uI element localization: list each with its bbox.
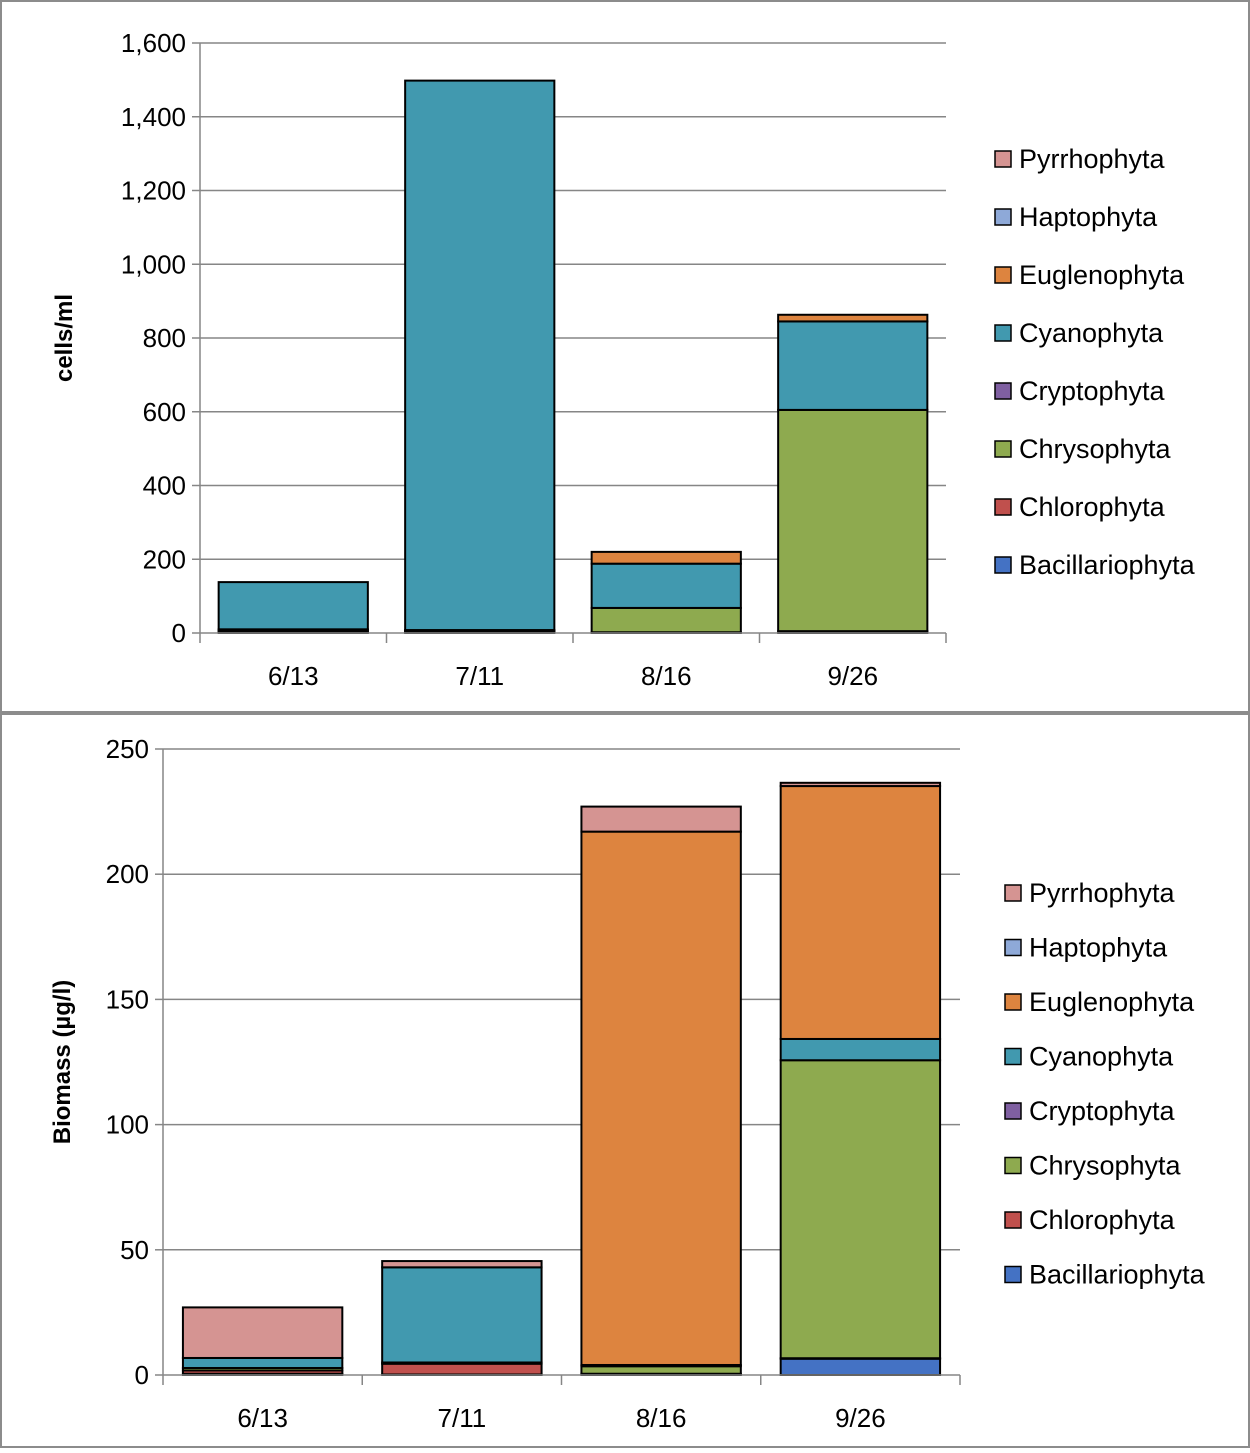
- bar-segment-cyanophyta-9-26: [777, 320, 929, 411]
- x-category-label: 9/26: [827, 661, 878, 691]
- bar-segment-cyanophyta-6-13: [181, 1356, 344, 1369]
- x-category-label: 6/13: [237, 1403, 288, 1433]
- bar-segment-pyrrhophyta-6-13: [181, 1306, 344, 1359]
- x-category-label: 7/11: [455, 661, 504, 691]
- legend-swatch: [994, 324, 1012, 342]
- y-tick-label: 0: [135, 1360, 149, 1390]
- y-axis-title: Biomass (µg/l): [49, 980, 76, 1145]
- bar-segment-euglenophyta-8-16: [590, 550, 742, 565]
- legend-swatch: [994, 382, 1012, 400]
- legend-swatch: [1004, 884, 1022, 902]
- legend-swatch: [1004, 1156, 1022, 1175]
- legend-swatch: [994, 556, 1012, 574]
- x-category-label: 9/26: [835, 1403, 886, 1433]
- legend-label: Haptophyta: [1019, 202, 1158, 232]
- legend-label: Euglenophyta: [1019, 260, 1185, 290]
- legend-label: Cyanophyta: [1019, 318, 1164, 348]
- legend-label: Euglenophyta: [1029, 987, 1195, 1017]
- y-tick-label: 1,400: [121, 102, 186, 132]
- bar-segment-chrysophyta-9-26: [779, 1059, 942, 1360]
- y-tick-label: 400: [143, 471, 186, 501]
- legend-label: Chrysophyta: [1029, 1151, 1182, 1181]
- y-axis-title: cells/ml: [51, 294, 78, 382]
- y-tick-label: 150: [106, 984, 149, 1014]
- bar-segment-cyanophyta-7-11: [381, 1266, 543, 1364]
- legend-label: Chlorophyta: [1019, 492, 1166, 522]
- legend-label: Pyrrhophyta: [1019, 144, 1166, 174]
- legend-swatch: [1004, 1211, 1022, 1229]
- legend-label: Bacillariophyta: [1029, 1260, 1206, 1290]
- legend-swatch: [994, 208, 1012, 226]
- legend-swatch: [994, 440, 1012, 458]
- bar-segment-chrysophyta-9-26: [777, 408, 929, 633]
- bar-segment-pyrrhophyta-8-16: [580, 805, 742, 833]
- legend-label: Chrysophyta: [1019, 434, 1172, 464]
- legend-swatch: [1004, 993, 1022, 1011]
- bar-segment-cyanophyta-9-26: [779, 1037, 942, 1062]
- x-category-label: 8/16: [641, 661, 692, 691]
- y-tick-label: 50: [120, 1235, 149, 1265]
- legend-swatch: [1004, 938, 1022, 957]
- x-category-label: 8/16: [636, 1403, 687, 1433]
- legend-label: Haptophyta: [1029, 933, 1168, 963]
- bar-segment-chlorophyta-7-11: [381, 1362, 543, 1376]
- y-tick-label: 800: [143, 323, 186, 353]
- bar-segment-cyanophyta-7-11: [404, 79, 556, 632]
- bar-segment-cyanophyta-6-13: [217, 581, 369, 631]
- legend-swatch: [994, 266, 1012, 284]
- legend-label: Cryptophyta: [1019, 376, 1166, 406]
- bar-segment-euglenophyta-9-26: [777, 313, 929, 323]
- y-tick-label: 1,200: [121, 176, 186, 206]
- bar-segment-bacillariophyta-9-26: [779, 1357, 942, 1376]
- y-tick-label: 1,600: [121, 28, 186, 58]
- y-tick-label: 250: [106, 734, 149, 764]
- y-tick-label: 100: [106, 1110, 149, 1140]
- y-tick-label: 1,000: [121, 249, 186, 279]
- x-category-label: 7/11: [438, 1403, 487, 1433]
- y-tick-label: 0: [172, 618, 186, 648]
- legend-swatch: [1004, 1047, 1022, 1066]
- bar-segment-chrysophyta-8-16: [580, 1365, 742, 1375]
- legend-label: Pyrrhophyta: [1029, 878, 1176, 908]
- legend-label: Cryptophyta: [1029, 1096, 1176, 1126]
- bar-segment-cyanophyta-8-16: [590, 562, 742, 609]
- bar-segment-chrysophyta-8-16: [590, 606, 742, 634]
- legend-swatch: [1004, 1265, 1022, 1284]
- x-category-label: 6/13: [268, 661, 319, 691]
- legend-label: Bacillariophyta: [1019, 550, 1196, 580]
- y-tick-label: 200: [143, 544, 186, 574]
- legend-label: Chlorophyta: [1029, 1205, 1176, 1235]
- bar-segment-pyrrhophyta-7-11: [381, 1260, 543, 1269]
- bar-segment-pyrrhophyta-9-26: [779, 781, 942, 788]
- bar-segment-euglenophyta-9-26: [779, 785, 942, 1040]
- legend-swatch: [994, 498, 1012, 516]
- legend-swatch: [1004, 1102, 1022, 1120]
- legend-swatch: [994, 150, 1012, 168]
- legend-label: Cyanophyta: [1029, 1042, 1174, 1072]
- bar-segment-euglenophyta-8-16: [580, 830, 742, 1366]
- y-tick-label: 200: [106, 859, 149, 889]
- y-tick-label: 600: [143, 397, 186, 427]
